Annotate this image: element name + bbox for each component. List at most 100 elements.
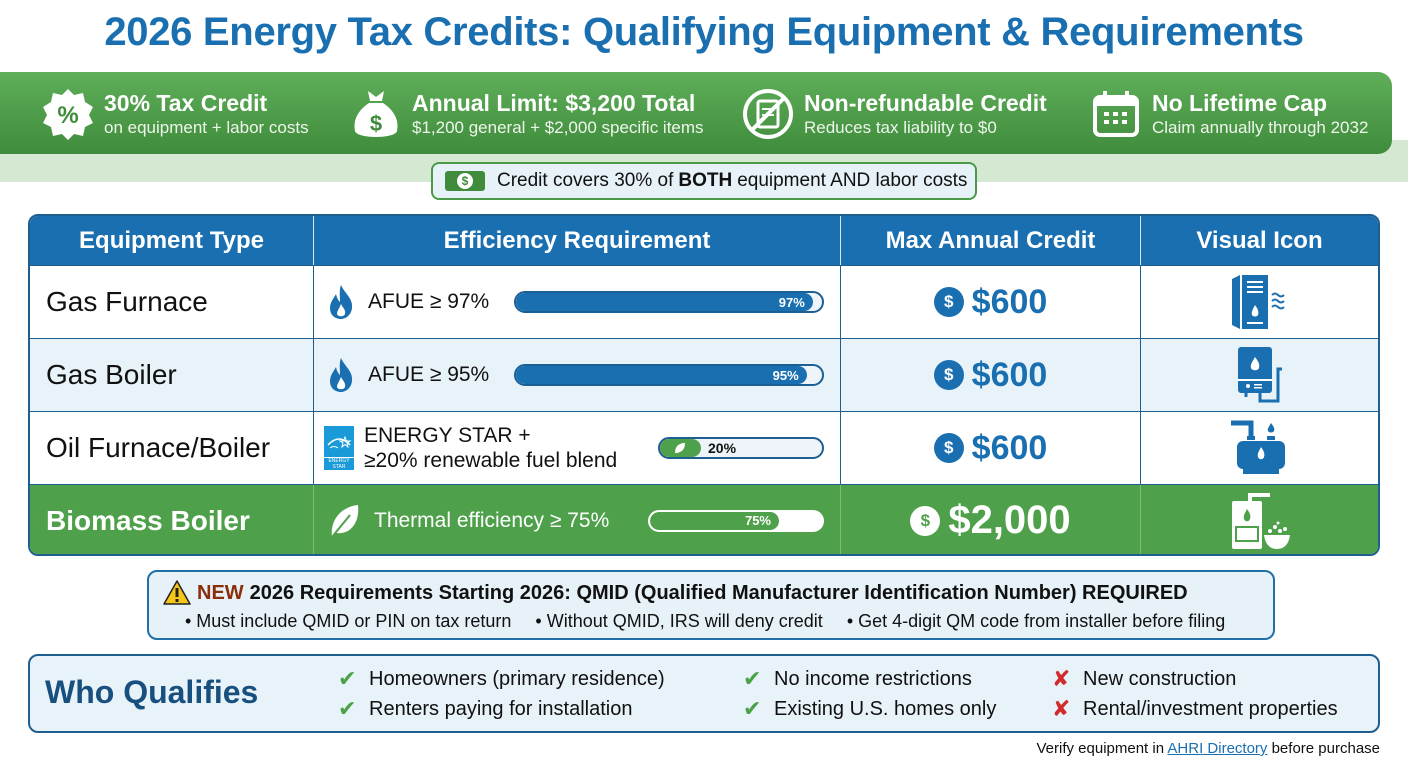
equipment-name: Oil Furnace/Boiler: [30, 412, 314, 484]
efficiency-progress-bar: 75%: [648, 509, 824, 532]
qualify-item: ✔ Homeowners (primary residence): [338, 666, 665, 691]
leaf-icon: [331, 504, 359, 538]
credit-cell: $ $600: [841, 266, 1141, 338]
qualify-item: ✔ Renters paying for installation: [338, 696, 633, 721]
progress-label: 75%: [650, 511, 779, 530]
banner-title: Annual Limit: $3,200 Total: [412, 90, 696, 116]
visual-icon-cell: [1141, 485, 1378, 554]
banner-item-lifetime-cap: No Lifetime Cap Claim annually through 2…: [1088, 86, 1368, 142]
table-row: Gas Furnace AFUE ≥ 97% 97% $ $600: [30, 266, 1378, 339]
who-qualifies-heading: Who Qualifies: [45, 674, 259, 710]
visual-icon-cell: [1141, 339, 1378, 411]
efficiency-cell: ENERGY STAR ENERGY STAR + ≥20% renewable…: [314, 412, 841, 484]
credit-amount: $600: [971, 282, 1048, 321]
furnace-icon: [1231, 275, 1285, 329]
banner-item-tax-credit: % 30% Tax Credit on equipment + labor co…: [40, 86, 309, 142]
dollar-coin-icon: $: [933, 360, 964, 390]
check-icon: ✔: [743, 666, 762, 691]
visual-icon-cell: [1141, 266, 1378, 338]
table-row: Gas Boiler AFUE ≥ 95% 95% $ $600: [30, 339, 1378, 412]
efficiency-cell: AFUE ≥ 95% 95%: [314, 339, 841, 411]
leaf-icon: [660, 439, 701, 457]
warning-icon: [163, 580, 191, 605]
boiler-icon: [1237, 347, 1282, 403]
dollar-coin-icon: $: [933, 433, 964, 463]
notice-headline: 2026 Requirements Starting 2026: QMID (Q…: [249, 581, 1188, 604]
efficiency-cell: AFUE ≥ 97% 97%: [314, 266, 841, 338]
exclusion-item: ✘ Rental/investment properties: [1052, 696, 1338, 721]
no-refund-icon: [740, 86, 796, 142]
oil-tank-icon: [1230, 420, 1285, 474]
qmid-notice: NEW 2026 Requirements Starting 2026: QMI…: [147, 570, 1275, 640]
banner-subtitle: Reduces tax liability to $0: [804, 118, 997, 137]
cross-icon: ✘: [1052, 696, 1071, 721]
dollar-coin-icon: $: [933, 287, 964, 317]
credit-amount: $600: [971, 428, 1048, 467]
notice-bullet: • Get 4-digit QM code from installer bef…: [846, 611, 1226, 631]
notice-bullet: • Without QMID, IRS will deny credit: [535, 611, 823, 631]
percent-badge-icon: %: [40, 86, 96, 142]
credit-cell: $ $600: [841, 412, 1141, 484]
equipment-name: Biomass Boiler: [30, 485, 314, 554]
coverage-text-bold: BOTH: [678, 170, 733, 191]
page-title: 2026 Energy Tax Credits: Qualifying Equi…: [104, 10, 1304, 54]
footer-note: Verify equipment in AHRI Directory befor…: [1036, 740, 1380, 757]
new-label: NEW: [197, 581, 244, 604]
flame-icon: [330, 285, 353, 319]
visual-icon-cell: [1141, 412, 1378, 484]
requirement-text: Thermal efficiency ≥ 75%: [374, 508, 610, 532]
dollar-coin-icon: $: [910, 505, 941, 536]
coverage-text-prefix: Credit covers 30% of: [497, 170, 674, 191]
requirement-text-line2: ≥20% renewable fuel blend: [364, 449, 618, 472]
equipment-name: Gas Boiler: [30, 339, 314, 411]
efficiency-cell: Thermal efficiency ≥ 75% 75%: [314, 485, 841, 554]
equipment-table: Equipment Type Efficiency Requirement Ma…: [28, 214, 1380, 556]
energy-star-logo: ENERGY STAR: [324, 426, 354, 470]
banner-item-non-refundable: Non-refundable Credit Reduces tax liabil…: [740, 86, 1047, 142]
table-header-row: Equipment Type Efficiency Requirement Ma…: [30, 216, 1378, 266]
header-max-annual-credit: Max Annual Credit: [841, 216, 1141, 265]
requirement-text-line1: ENERGY STAR +: [364, 424, 531, 447]
banner-title: 30% Tax Credit: [104, 90, 268, 116]
header-visual-icon: Visual Icon: [1196, 226, 1323, 254]
dollar-bill-icon: $: [445, 171, 485, 191]
banner-subtitle: $1,200 general + $2,000 specific items: [412, 118, 704, 137]
header-equipment-type: Equipment Type: [30, 216, 314, 265]
credit-amount: $2,000: [948, 498, 1071, 542]
banner-item-annual-limit: $ Annual Limit: $3,200 Total $1,200 gene…: [348, 86, 704, 142]
notice-bullet: • Must include QMID or PIN on tax return: [185, 611, 512, 631]
requirement-text: AFUE ≥ 95%: [368, 363, 490, 386]
progress-label: 95%: [516, 366, 807, 384]
cross-icon: ✘: [1052, 666, 1071, 691]
requirement-text: AFUE ≥ 97%: [368, 290, 490, 313]
banner-subtitle: on equipment + labor costs: [104, 118, 309, 137]
banner-title: No Lifetime Cap: [1152, 90, 1328, 116]
svg-text:%: %: [57, 102, 78, 129]
renewable-progress-bar: 20%: [658, 437, 824, 459]
credit-cell: $ $2,000: [841, 485, 1141, 554]
efficiency-progress-bar: 97%: [514, 291, 824, 313]
qualify-item: ✔ No income restrictions: [743, 666, 972, 691]
ahri-directory-link[interactable]: AHRI Directory: [1167, 740, 1268, 757]
efficiency-progress-bar: 95%: [514, 364, 824, 386]
progress-label: 20%: [708, 440, 737, 456]
progress-label: 97%: [516, 293, 813, 311]
coverage-text-suffix: equipment AND labor costs: [737, 170, 968, 191]
table-row-highlighted: Biomass Boiler Thermal efficiency ≥ 75% …: [30, 485, 1378, 554]
check-icon: ✔: [338, 696, 357, 721]
calendar-icon: [1088, 86, 1144, 142]
biomass-boiler-icon: [1231, 492, 1290, 549]
check-icon: ✔: [338, 666, 357, 691]
banner-subtitle: Claim annually through 2032: [1152, 118, 1369, 137]
table-row: Oil Furnace/Boiler ENERGY STAR ENERGY ST…: [30, 412, 1378, 485]
svg-text:$: $: [370, 111, 382, 136]
summary-banner: % 30% Tax Credit on equipment + labor co…: [0, 72, 1392, 154]
equipment-name: Gas Furnace: [30, 266, 314, 338]
exclusion-item: ✘ New construction: [1052, 666, 1237, 691]
header-efficiency-requirement: Efficiency Requirement: [314, 216, 841, 265]
banner-title: Non-refundable Credit: [804, 90, 1047, 116]
credit-cell: $ $600: [841, 339, 1141, 411]
credit-amount: $600: [971, 355, 1048, 394]
who-qualifies-panel: Who Qualifies ✔ Homeowners (primary resid…: [28, 654, 1380, 733]
flame-icon: [330, 358, 353, 392]
